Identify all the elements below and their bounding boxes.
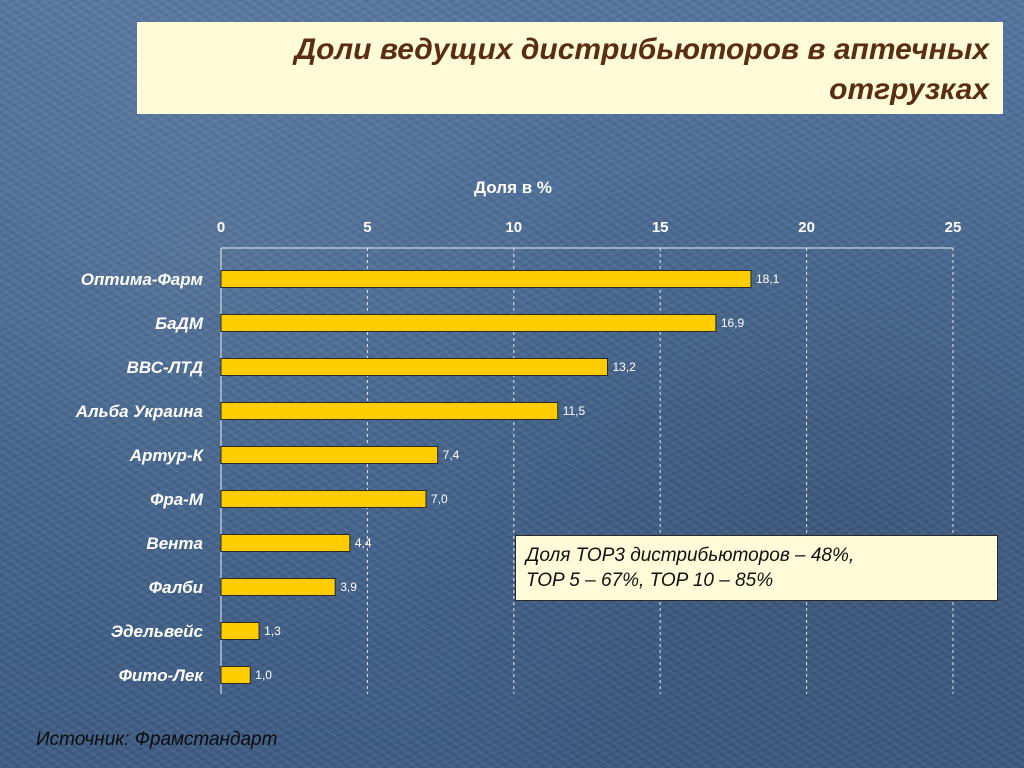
- category-labels: Оптима-Фарм БаДМ ВВС-ЛТД Альба Украина Артур…: [75, 270, 205, 685]
- category-label: Эдельвейс: [111, 622, 204, 641]
- bar: [220, 534, 351, 552]
- category-label: Артур-К: [129, 446, 205, 465]
- value-labels: 18,1 16,9 13,2 11,5 7,4 7,0 4,4 3,9 1,3 1,0: [255, 272, 779, 682]
- value-label: 7,4: [443, 448, 460, 462]
- x-tick-labels: 0 5 10 15 20 25: [217, 219, 962, 236]
- category-label: Оптима-Фарм: [81, 270, 204, 289]
- x-tick-label: 5: [363, 219, 371, 236]
- value-label: 18,1: [756, 272, 780, 286]
- value-label: 7,0: [431, 492, 448, 506]
- category-label: Фито-Лек: [119, 666, 205, 685]
- axis-title: Доля в %: [474, 178, 552, 197]
- bars: [220, 270, 752, 684]
- bar: [220, 314, 717, 332]
- bar: [220, 358, 608, 376]
- bar: [220, 446, 439, 464]
- title-box: Доли ведущих дистрибьюторов в аптечных о…: [137, 22, 1003, 114]
- value-label: 13,2: [612, 360, 636, 374]
- bar: [220, 622, 260, 640]
- category-label: Фра-М: [150, 490, 204, 509]
- x-tick-label: 20: [798, 219, 815, 236]
- summary-note: Доля TOP3 дистрибьюторов – 48%, TOP 5 – …: [515, 535, 998, 601]
- source-caption: Источник: Фрамстандарт: [36, 729, 278, 750]
- x-tick-label: 25: [945, 219, 962, 236]
- category-label: Фалби: [149, 578, 204, 597]
- value-label: 11,5: [563, 404, 586, 418]
- slide-title-line2: отгрузках: [829, 73, 989, 106]
- value-label: 1,3: [264, 624, 281, 638]
- bar: [220, 270, 752, 288]
- category-label: ВВС-ЛТД: [127, 358, 203, 377]
- slide-title-line1: Доли ведущих дистрибьюторов в аптечных: [294, 33, 989, 66]
- summary-note-line1: Доля TOP3 дистрибьюторов – 48%,: [526, 545, 855, 566]
- x-tick-label: 10: [505, 219, 522, 236]
- x-tick-label: 0: [217, 219, 225, 236]
- category-label: БаДМ: [155, 314, 204, 333]
- summary-note-line2: TOP 5 – 67%, TOP 10 – 85%: [526, 570, 774, 591]
- bar: [220, 402, 559, 420]
- bar: [220, 578, 336, 596]
- value-label: 1,0: [255, 668, 272, 682]
- value-label: 4,4: [355, 536, 372, 550]
- x-tick-label: 15: [652, 219, 669, 236]
- value-label: 16,9: [721, 316, 745, 330]
- value-label: 3,9: [340, 580, 357, 594]
- category-label: Альба Украина: [75, 402, 203, 421]
- bar: [220, 490, 427, 508]
- bar: [220, 666, 251, 684]
- category-label: Вента: [146, 534, 203, 553]
